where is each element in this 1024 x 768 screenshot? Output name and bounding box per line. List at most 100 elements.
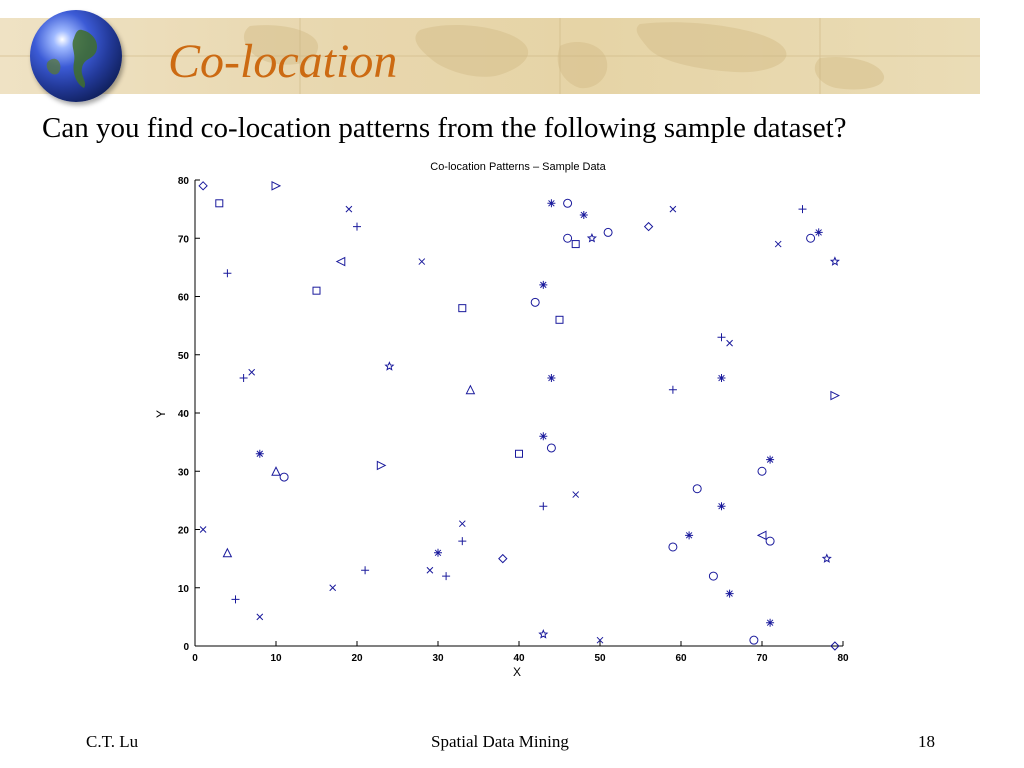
- marker-star: [821, 553, 832, 563]
- marker-triangle-left: [335, 256, 346, 267]
- marker-triangle-right: [376, 460, 387, 471]
- marker-asterisk: [547, 199, 556, 208]
- plot-markers: [198, 181, 841, 651]
- y-tick-label: 10: [178, 584, 190, 595]
- series-triangle-up: [222, 384, 476, 558]
- marker-circle: [765, 536, 775, 546]
- marker-asterisk: [539, 432, 548, 441]
- y-tick-label: 50: [178, 351, 190, 362]
- footer-page-number: 18: [918, 732, 935, 751]
- marker-circle: [563, 233, 573, 243]
- series-x: [199, 205, 782, 644]
- marker-x: [256, 613, 264, 621]
- x-tick-label: 60: [675, 653, 687, 664]
- series-circle: [279, 198, 816, 645]
- marker-star: [384, 361, 395, 371]
- marker-triangle-up: [222, 547, 233, 558]
- marker-star: [829, 256, 840, 266]
- marker-circle: [603, 227, 613, 237]
- marker-circle: [692, 484, 702, 494]
- marker-x: [248, 368, 256, 376]
- marker-diamond: [830, 641, 840, 651]
- marker-star: [586, 232, 597, 243]
- x-tick-label: 70: [756, 653, 768, 664]
- marker-circle: [757, 466, 767, 476]
- title-banner: [0, 18, 980, 94]
- chart-title: Co-location Patterns – Sample Data: [430, 161, 606, 173]
- series-diamond: [198, 181, 840, 651]
- globe-icon: [30, 10, 122, 102]
- series-plus: [223, 205, 807, 604]
- marker-triangle-up: [271, 466, 281, 476]
- x-tick-label: 0: [192, 653, 198, 664]
- marker-x: [426, 566, 434, 574]
- marker-asterisk: [717, 502, 726, 511]
- plot-axes: 0 10 20 30 40 50 60 70 80 0 10 20 30 40 50 60 70 80: [178, 176, 849, 664]
- marker-x: [669, 205, 677, 213]
- marker-x: [572, 491, 580, 498]
- marker-triangle-right: [830, 390, 841, 401]
- marker-plus: [798, 205, 807, 214]
- marker-x: [329, 584, 337, 592]
- marker-circle: [749, 635, 759, 645]
- marker-diamond: [643, 221, 654, 232]
- series-asterisk: [255, 199, 823, 627]
- marker-asterisk: [685, 531, 694, 540]
- scatter-chart: Co-location Patterns – Sample Data 0 10 20…: [154, 161, 849, 679]
- marker-asterisk: [725, 589, 734, 598]
- marker-x: [199, 526, 207, 533]
- marker-circle: [530, 297, 540, 307]
- marker-plus: [668, 385, 677, 394]
- marker-triangle-up: [465, 384, 476, 395]
- footer-course-title: Spatial Data Mining: [431, 732, 569, 751]
- world-map-background: [0, 18, 980, 94]
- marker-plus: [223, 269, 232, 278]
- marker-square: [312, 286, 321, 295]
- x-axis-label: X: [513, 665, 521, 679]
- marker-asterisk: [814, 228, 823, 237]
- series-triangle-left: [335, 256, 767, 541]
- marker-x: [418, 258, 426, 265]
- y-tick-label: 80: [178, 176, 190, 187]
- marker-plus: [361, 566, 370, 575]
- series-star: [384, 232, 840, 639]
- marker-asterisk: [539, 280, 548, 289]
- x-tick-label: 20: [351, 653, 363, 664]
- marker-circle: [806, 233, 816, 243]
- x-tick-label: 30: [432, 653, 444, 664]
- marker-plus: [353, 222, 361, 231]
- marker-plus: [458, 537, 467, 546]
- marker-square: [215, 199, 224, 208]
- marker-triangle-left: [756, 530, 767, 541]
- y-axis-label: Y: [154, 410, 168, 418]
- marker-asterisk: [579, 210, 588, 219]
- marker-circle: [563, 198, 573, 208]
- footer-author: C.T. Lu: [86, 732, 139, 751]
- marker-asterisk: [766, 455, 775, 464]
- y-tick-label: 70: [178, 234, 190, 245]
- marker-plus: [717, 333, 726, 342]
- marker-square: [571, 240, 580, 249]
- marker-square: [555, 315, 564, 324]
- marker-diamond: [498, 553, 508, 564]
- marker-x: [726, 339, 733, 347]
- marker-asterisk: [434, 548, 442, 557]
- marker-x: [345, 205, 353, 213]
- globe-continents: [46, 29, 98, 88]
- marker-x: [596, 636, 604, 644]
- marker-circle: [279, 472, 289, 482]
- marker-plus: [442, 572, 451, 581]
- marker-asterisk: [717, 374, 726, 383]
- x-tick-label: 10: [270, 653, 282, 664]
- y-tick-label: 20: [178, 526, 190, 537]
- marker-x: [458, 520, 466, 528]
- marker-asterisk: [766, 618, 775, 627]
- marker-plus: [239, 374, 248, 383]
- y-tick-label: 0: [183, 642, 189, 653]
- marker-plus: [231, 595, 240, 604]
- slide-title: Co-location: [168, 35, 398, 88]
- marker-square: [515, 449, 523, 458]
- marker-circle: [546, 443, 556, 453]
- marker-x: [774, 240, 782, 248]
- marker-asterisk: [547, 374, 556, 383]
